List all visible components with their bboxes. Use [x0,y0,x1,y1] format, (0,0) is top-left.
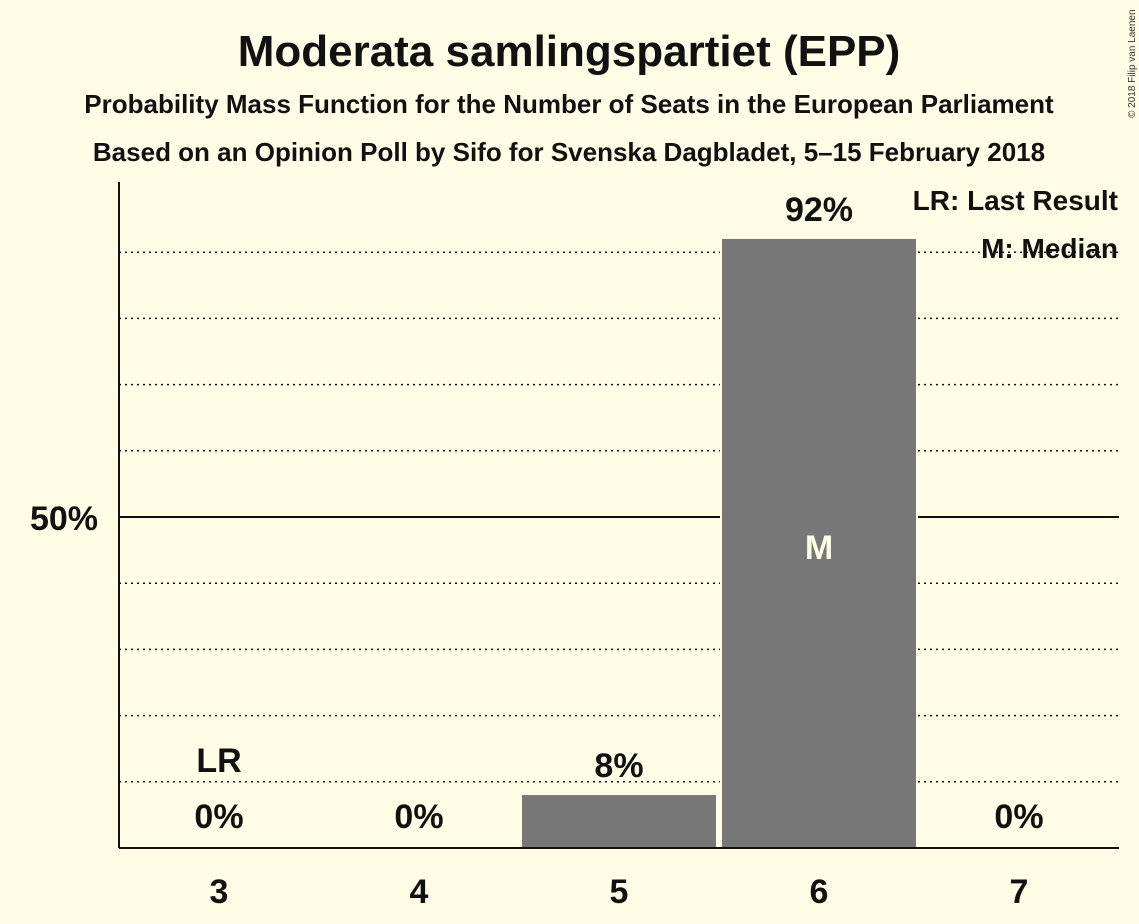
y-tick-label-50: 50% [30,500,98,538]
value-label-3: 0% [194,798,243,836]
legend-last-result: LR: Last Result [913,185,1118,216]
x-tick-labels: 3 4 5 6 7 [210,873,1029,911]
value-label-4: 0% [394,798,443,836]
chart-subtitle: Probability Mass Function for the Number… [84,89,1054,119]
bars [522,238,916,848]
copyright-text: © 2018 Filip van Laenen [1127,9,1138,118]
x-tick-label-4: 4 [410,873,429,911]
last-result-marker: LR [196,742,241,780]
chart-subtitle-2: Based on an Opinion Poll by Sifo for Sve… [93,137,1045,167]
grid-lines [119,251,1119,783]
x-tick-label-5: 5 [610,873,629,911]
value-label-7: 0% [994,798,1043,836]
data-labels: 0% LR 0% 8% 92% M 0% [194,191,1043,836]
x-tick-label-7: 7 [1010,873,1029,911]
median-marker: M [805,529,833,567]
x-tick-label-3: 3 [210,873,229,911]
bar-6 [722,238,916,848]
value-label-6: 92% [785,191,853,229]
legend-median: M: Median [981,233,1118,264]
x-tick-label-6: 6 [810,873,829,911]
value-label-5: 8% [594,747,643,785]
bar-5 [522,795,716,848]
chart-title: Moderata samlingspartiet (EPP) [238,27,901,76]
